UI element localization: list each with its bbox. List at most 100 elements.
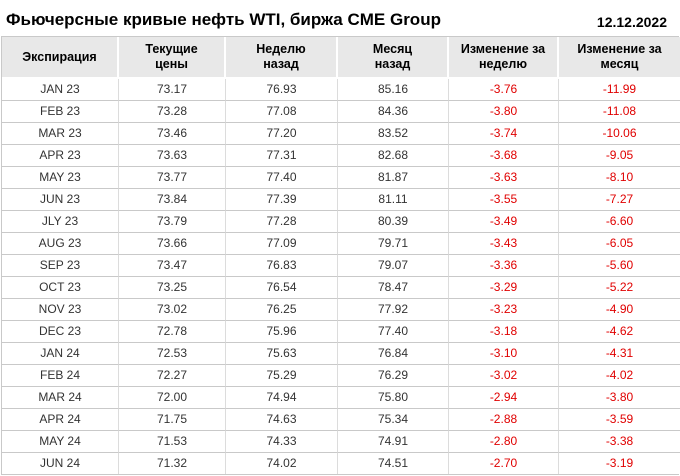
month-ago-cell: 80.39 — [338, 211, 449, 233]
change-month-cell: -11.99 — [559, 79, 680, 101]
table-row: JUN 24 71.32 74.02 74.51 -2.70 -3.19 — [2, 453, 680, 474]
change-week-cell: -2.70 — [449, 453, 559, 474]
week-ago-cell: 75.63 — [226, 343, 338, 365]
week-ago-cell: 77.39 — [226, 189, 338, 211]
change-week-cell: -3.74 — [449, 123, 559, 145]
table-row: JUN 23 73.84 77.39 81.11 -3.55 -7.27 — [2, 189, 680, 211]
week-ago-cell: 75.29 — [226, 365, 338, 387]
change-week-cell: -3.10 — [449, 343, 559, 365]
month-ago-cell: 82.68 — [338, 145, 449, 167]
expiration-cell: JLY 23 — [2, 211, 119, 233]
expiration-cell: MAR 24 — [2, 387, 119, 409]
week-ago-cell: 74.33 — [226, 431, 338, 453]
week-ago-cell: 76.25 — [226, 299, 338, 321]
table-row: NOV 23 73.02 76.25 77.92 -3.23 -4.90 — [2, 299, 680, 321]
column-header-3: Неделю назад — [226, 37, 338, 79]
expiration-cell: JAN 23 — [2, 79, 119, 101]
table-row: MAR 24 72.00 74.94 75.80 -2.94 -3.80 — [2, 387, 680, 409]
change-month-cell: -7.27 — [559, 189, 680, 211]
expiration-cell: OCT 23 — [2, 277, 119, 299]
change-week-cell: -3.23 — [449, 299, 559, 321]
expiration-cell: JUN 23 — [2, 189, 119, 211]
change-week-cell: -3.55 — [449, 189, 559, 211]
month-ago-cell: 79.07 — [338, 255, 449, 277]
change-week-cell: -3.49 — [449, 211, 559, 233]
table-row: APR 23 73.63 77.31 82.68 -3.68 -9.05 — [2, 145, 680, 167]
month-ago-cell: 78.47 — [338, 277, 449, 299]
table-body: JAN 23 73.17 76.93 85.16 -3.76 -11.99 FEB 23 73… — [2, 79, 680, 474]
change-month-cell: -4.31 — [559, 343, 680, 365]
change-month-cell: -6.60 — [559, 211, 680, 233]
change-week-cell: -3.29 — [449, 277, 559, 299]
table-row: FEB 24 72.27 75.29 76.29 -3.02 -4.02 — [2, 365, 680, 387]
column-header-6: Изменение за месяц — [559, 37, 680, 79]
change-month-cell: -6.05 — [559, 233, 680, 255]
change-week-cell: -3.18 — [449, 321, 559, 343]
month-ago-cell: 84.36 — [338, 101, 449, 123]
current-cell: 73.25 — [119, 277, 226, 299]
table-row: SEP 23 73.47 76.83 79.07 -3.36 -5.60 — [2, 255, 680, 277]
change-month-cell: -8.10 — [559, 167, 680, 189]
expiration-cell: FEB 23 — [2, 101, 119, 123]
expiration-cell: APR 24 — [2, 409, 119, 431]
column-header-5: Изменение за неделю — [449, 37, 559, 79]
expiration-cell: NOV 23 — [2, 299, 119, 321]
change-month-cell: -3.59 — [559, 409, 680, 431]
futures-table-wrapper: Экспирация Текущие цены Неделю назад Месяц … — [1, 36, 680, 475]
change-month-cell: -4.62 — [559, 321, 680, 343]
week-ago-cell: 77.31 — [226, 145, 338, 167]
week-ago-cell: 76.54 — [226, 277, 338, 299]
current-cell: 73.79 — [119, 211, 226, 233]
month-ago-cell: 76.84 — [338, 343, 449, 365]
change-month-cell: -5.60 — [559, 255, 680, 277]
table-row: DEC 23 72.78 75.96 77.40 -3.18 -4.62 — [2, 321, 680, 343]
change-month-cell: -11.08 — [559, 101, 680, 123]
report-date: 12.12.2022 — [596, 14, 667, 30]
change-week-cell: -3.36 — [449, 255, 559, 277]
header-bar: Фьючерсные кривые нефть WTI, биржа CME G… — [0, 0, 680, 36]
change-week-cell: -2.94 — [449, 387, 559, 409]
week-ago-cell: 77.09 — [226, 233, 338, 255]
month-ago-cell: 77.40 — [338, 321, 449, 343]
current-cell: 71.53 — [119, 431, 226, 453]
week-ago-cell: 75.96 — [226, 321, 338, 343]
week-ago-cell: 76.83 — [226, 255, 338, 277]
expiration-cell: MAY 24 — [2, 431, 119, 453]
change-month-cell: -3.38 — [559, 431, 680, 453]
change-week-cell: -3.68 — [449, 145, 559, 167]
current-cell: 72.00 — [119, 387, 226, 409]
change-week-cell: -3.02 — [449, 365, 559, 387]
month-ago-cell: 74.91 — [338, 431, 449, 453]
change-month-cell: -5.22 — [559, 277, 680, 299]
month-ago-cell: 79.71 — [338, 233, 449, 255]
table-row: JLY 23 73.79 77.28 80.39 -3.49 -6.60 — [2, 211, 680, 233]
month-ago-cell: 75.34 — [338, 409, 449, 431]
column-header-2: Текущие цены — [119, 37, 226, 79]
current-cell: 73.47 — [119, 255, 226, 277]
expiration-cell: MAR 23 — [2, 123, 119, 145]
current-cell: 73.66 — [119, 233, 226, 255]
table-row: MAY 23 73.77 77.40 81.87 -3.63 -8.10 — [2, 167, 680, 189]
expiration-cell: JAN 24 — [2, 343, 119, 365]
week-ago-cell: 77.20 — [226, 123, 338, 145]
current-cell: 73.77 — [119, 167, 226, 189]
week-ago-cell: 74.94 — [226, 387, 338, 409]
table-row: OCT 23 73.25 76.54 78.47 -3.29 -5.22 — [2, 277, 680, 299]
change-month-cell: -4.90 — [559, 299, 680, 321]
change-week-cell: -3.43 — [449, 233, 559, 255]
change-week-cell: -2.80 — [449, 431, 559, 453]
table-row: APR 24 71.75 74.63 75.34 -2.88 -3.59 — [2, 409, 680, 431]
table-row: FEB 23 73.28 77.08 84.36 -3.80 -11.08 — [2, 101, 680, 123]
page-title: Фьючерсные кривые нефть WTI, биржа CME G… — [6, 10, 441, 29]
table-row: JAN 24 72.53 75.63 76.84 -3.10 -4.31 — [2, 343, 680, 365]
expiration-cell: FEB 24 — [2, 365, 119, 387]
change-week-cell: -3.80 — [449, 101, 559, 123]
current-cell: 73.63 — [119, 145, 226, 167]
current-cell: 73.84 — [119, 189, 226, 211]
week-ago-cell: 76.93 — [226, 79, 338, 101]
month-ago-cell: 81.11 — [338, 189, 449, 211]
change-week-cell: -3.76 — [449, 79, 559, 101]
month-ago-cell: 76.29 — [338, 365, 449, 387]
current-cell: 73.28 — [119, 101, 226, 123]
expiration-cell: AUG 23 — [2, 233, 119, 255]
